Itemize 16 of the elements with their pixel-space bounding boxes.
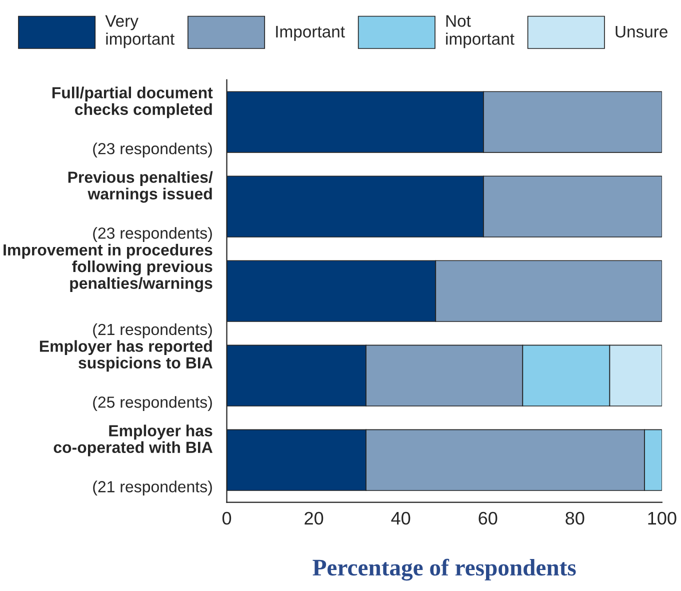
x-axis-title: Percentage of respondents [312, 558, 576, 581]
category-label: Previous penalties/ warnings issued (23 respondents) [68, 171, 213, 242]
category-label: Improvement in procedures following previous penalties/warnings (21 respondents) [4, 244, 212, 338]
category-label: Full/partial document checks completed (23 respondents) [52, 86, 213, 158]
legend-label: Important [276, 26, 345, 41]
x-tick-label: 20 [304, 512, 324, 525]
category-label: Employer has co-operated with BIA (21 respondents) [54, 424, 212, 496]
category-label: Employer has reported suspicions to BIA (25 respondents) [40, 340, 212, 411]
x-tick-label: 40 [391, 512, 410, 525]
legend-label: Not important [446, 15, 514, 48]
x-tick-label: 80 [566, 512, 584, 525]
legend-label: Very important [105, 15, 174, 48]
x-tick-label: 60 [478, 512, 498, 525]
legend-label: Unsure [616, 26, 668, 38]
x-tick-label: 100 [648, 512, 676, 525]
x-tick-label: 0 [222, 512, 232, 525]
